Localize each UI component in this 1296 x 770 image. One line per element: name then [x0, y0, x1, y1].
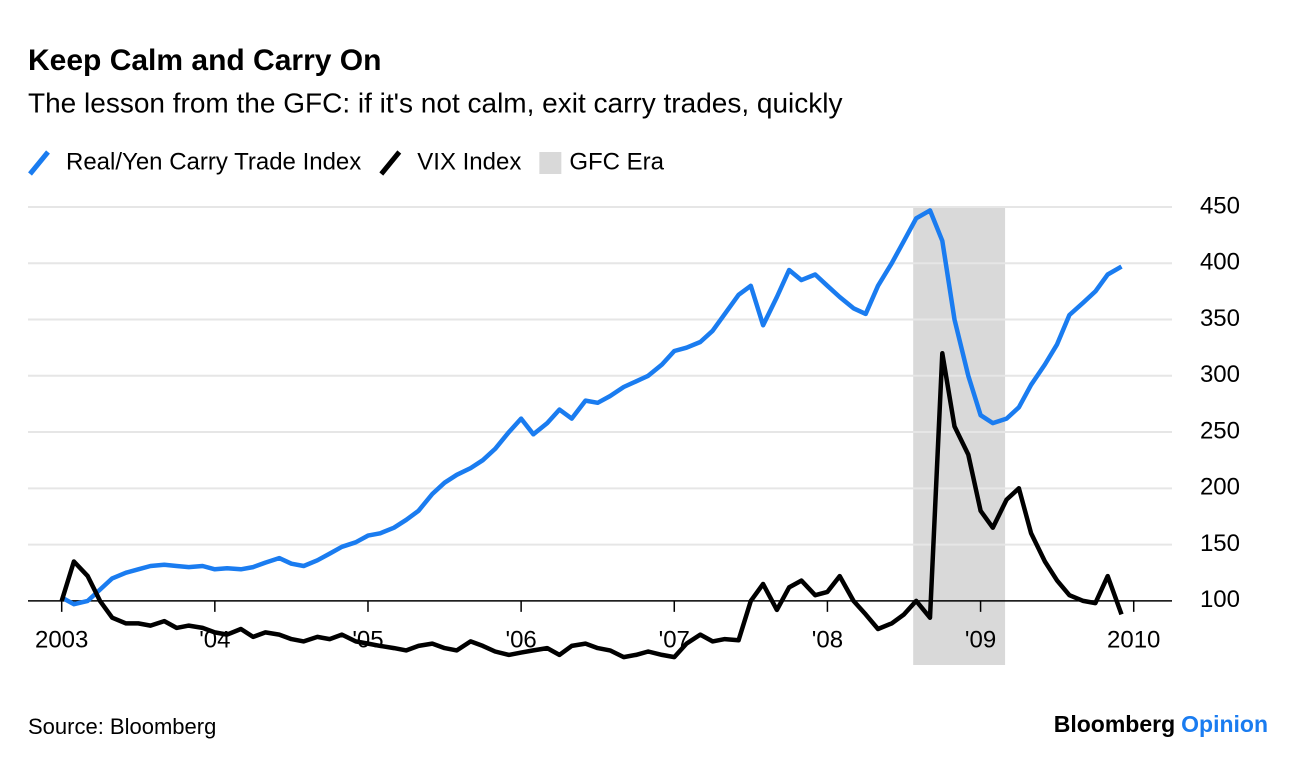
y-tick-label: 400 — [1200, 249, 1240, 276]
brand-section: Opinion — [1181, 711, 1268, 737]
legend-label: GFC Era — [569, 148, 664, 175]
source: Source: Bloomberg — [28, 714, 216, 739]
brand-name: Bloomberg — [1054, 711, 1175, 737]
y-tick-label: 200 — [1200, 474, 1240, 501]
legend-swatch — [379, 150, 402, 176]
legend-swatch — [539, 152, 562, 174]
y-tick-label: 300 — [1200, 361, 1240, 388]
y-tick-label: 350 — [1200, 305, 1240, 332]
x-tick-label: '08 — [812, 626, 843, 653]
y-tick-label: 100 — [1200, 586, 1240, 613]
series-line — [59, 351, 1124, 660]
chart-subtitle: The lesson from the GFC: if it's not cal… — [28, 87, 843, 118]
y-tick-label: 150 — [1200, 530, 1240, 557]
x-tick-label: 2003 — [35, 626, 88, 653]
y-tick-label: 250 — [1200, 417, 1240, 444]
y-tick-label: 450 — [1200, 192, 1240, 219]
legend-label: Real/Yen Carry Trade Index — [66, 148, 361, 175]
chart-title: Keep Calm and Carry On — [28, 44, 381, 77]
x-tick-label: 2010 — [1107, 626, 1160, 653]
series-line — [60, 208, 1123, 607]
x-tick-label: '07 — [659, 626, 690, 653]
legend-swatch — [28, 150, 50, 176]
legend-label: VIX Index — [417, 148, 521, 175]
brand: Bloomberg Opinion — [1054, 711, 1268, 737]
x-tick-label: '09 — [965, 626, 996, 653]
